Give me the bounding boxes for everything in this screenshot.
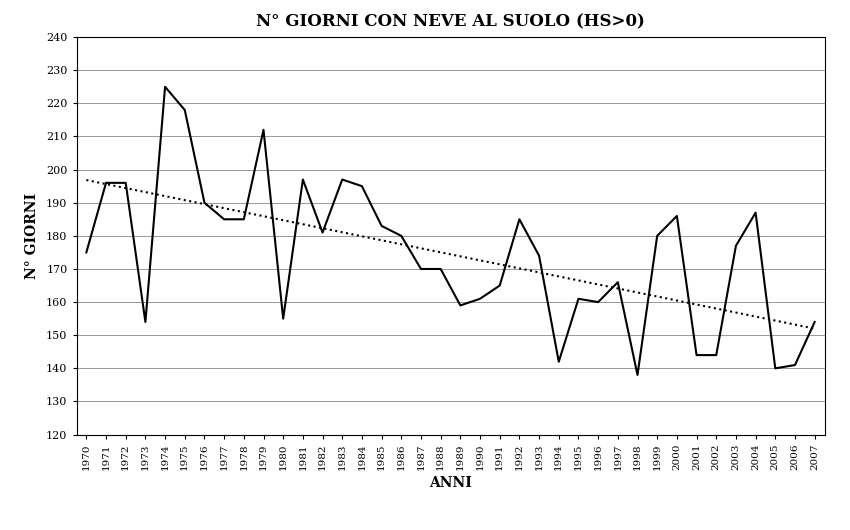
- Y-axis label: N° GIORNI: N° GIORNI: [26, 193, 39, 279]
- X-axis label: ANNI: ANNI: [429, 476, 472, 490]
- Title: N° GIORNI CON NEVE AL SUOLO (HS>0): N° GIORNI CON NEVE AL SUOLO (HS>0): [256, 13, 645, 30]
